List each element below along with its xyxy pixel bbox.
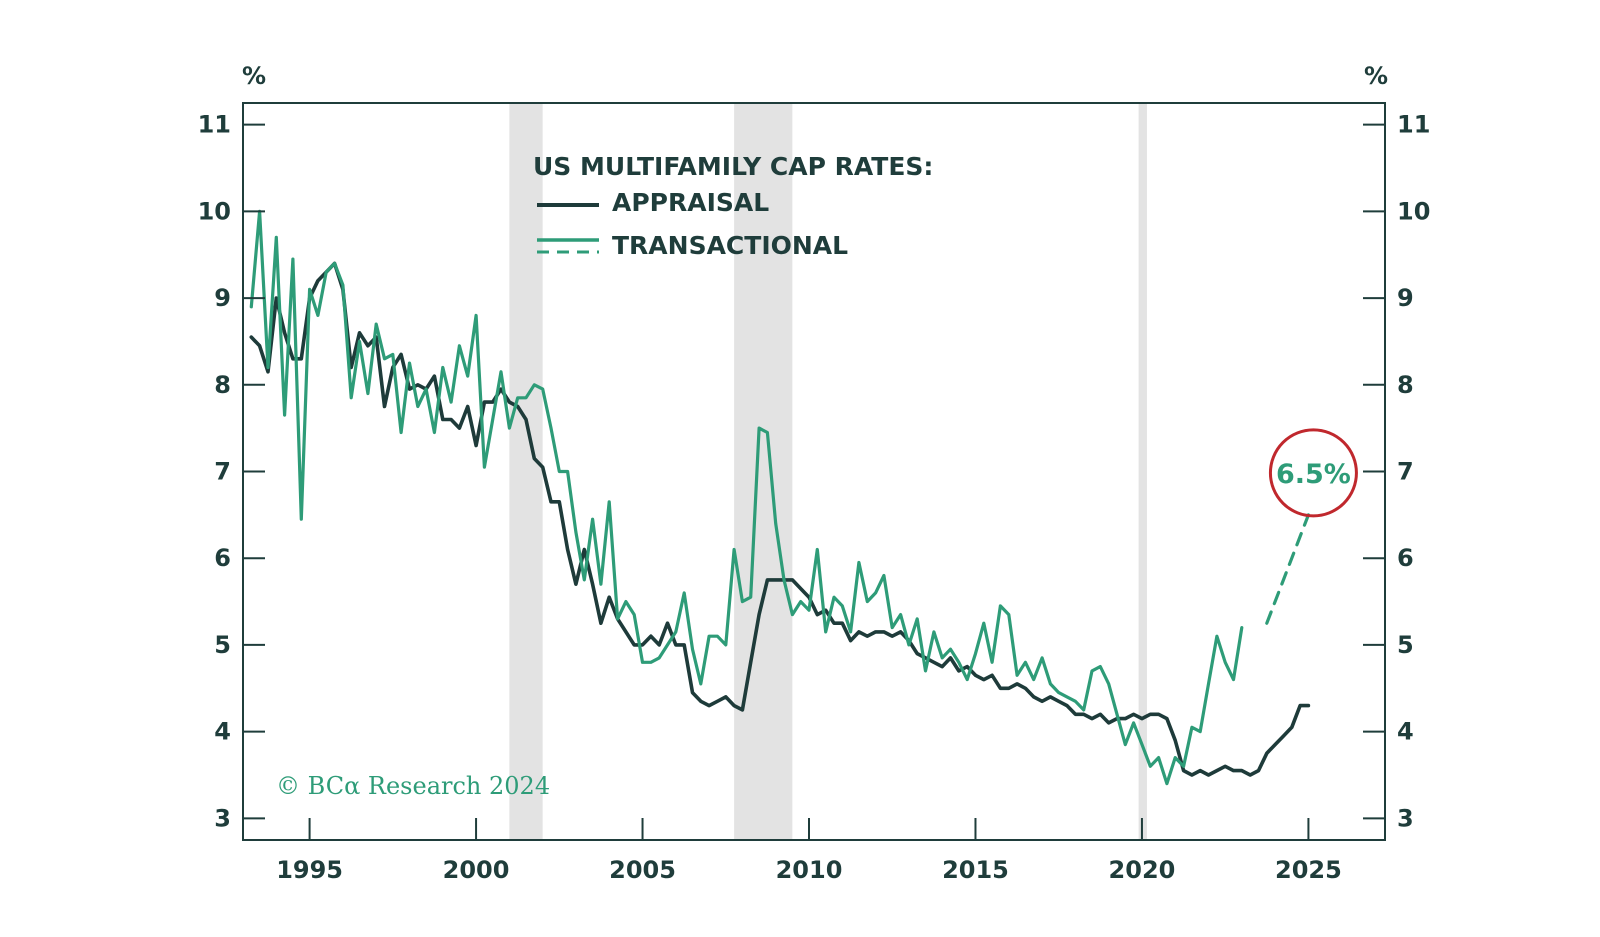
legend-label-appraisal: APPRAISAL xyxy=(612,188,769,217)
y-tick-label-right: 7 xyxy=(1397,458,1414,486)
x-tick-label: 2015 xyxy=(942,856,1009,884)
recession-band xyxy=(734,103,793,840)
x-tick-label: 2005 xyxy=(609,856,676,884)
recession-band xyxy=(509,103,543,840)
x-tick-label: 1995 xyxy=(276,856,343,884)
y-axis-unit-left: % xyxy=(242,62,266,90)
x-tick-label: 2025 xyxy=(1275,856,1342,884)
y-tick-label-left: 6 xyxy=(214,544,231,572)
recession-shading xyxy=(509,103,1147,840)
callout: 6.5% xyxy=(1268,428,1358,518)
y-tick-label-right: 4 xyxy=(1397,718,1414,746)
y-tick-label-left: 4 xyxy=(214,718,231,746)
y-tick-label-right: 9 xyxy=(1397,284,1414,312)
plot-frame xyxy=(242,102,1386,841)
legend-title: US MULTIFAMILY CAP RATES: xyxy=(533,152,933,181)
recession-band xyxy=(1138,103,1147,840)
y-tick-label-left: 9 xyxy=(214,284,231,312)
series-lines xyxy=(249,209,1311,786)
y-tick-label-left: 3 xyxy=(214,804,231,832)
y-tick-label-right: 11 xyxy=(1397,111,1430,139)
x-tick-label: 2010 xyxy=(776,856,843,884)
series-line-transactional xyxy=(249,209,1244,786)
series-line-transactional-projection xyxy=(1265,513,1310,625)
y-tick-label-left: 10 xyxy=(198,197,231,225)
legend: US MULTIFAMILY CAP RATES: APPRAISAL TRAN… xyxy=(533,152,933,260)
y-tick-label-left: 5 xyxy=(214,631,231,659)
callout-label: 6.5% xyxy=(1276,459,1351,490)
x-tick-label: 2020 xyxy=(1109,856,1176,884)
x-tick-label: 2000 xyxy=(443,856,510,884)
y-tick-label-left: 11 xyxy=(198,111,231,139)
series-line-appraisal xyxy=(249,261,1311,777)
y-tick-label-right: 5 xyxy=(1397,631,1414,659)
y-tick-label-right: 3 xyxy=(1397,804,1414,832)
legend-label-transactional: TRANSACTIONAL xyxy=(612,231,848,260)
credit-text: © BCα Research 2024 xyxy=(276,772,550,800)
axis-ticks: 3 3 4 4 5 5 6 6 7 7 8 8 9 9 10 10 11 11 1995 2000 2005 2010 20… xyxy=(198,111,1431,884)
y-tick-label-left: 8 xyxy=(214,371,231,399)
y-tick-label-left: 7 xyxy=(214,458,231,486)
y-tick-label-right: 8 xyxy=(1397,371,1414,399)
y-tick-label-right: 6 xyxy=(1397,544,1414,572)
y-axis-unit-right: % xyxy=(1364,62,1388,90)
y-tick-label-right: 10 xyxy=(1397,197,1430,225)
callout-ring xyxy=(1268,428,1358,518)
